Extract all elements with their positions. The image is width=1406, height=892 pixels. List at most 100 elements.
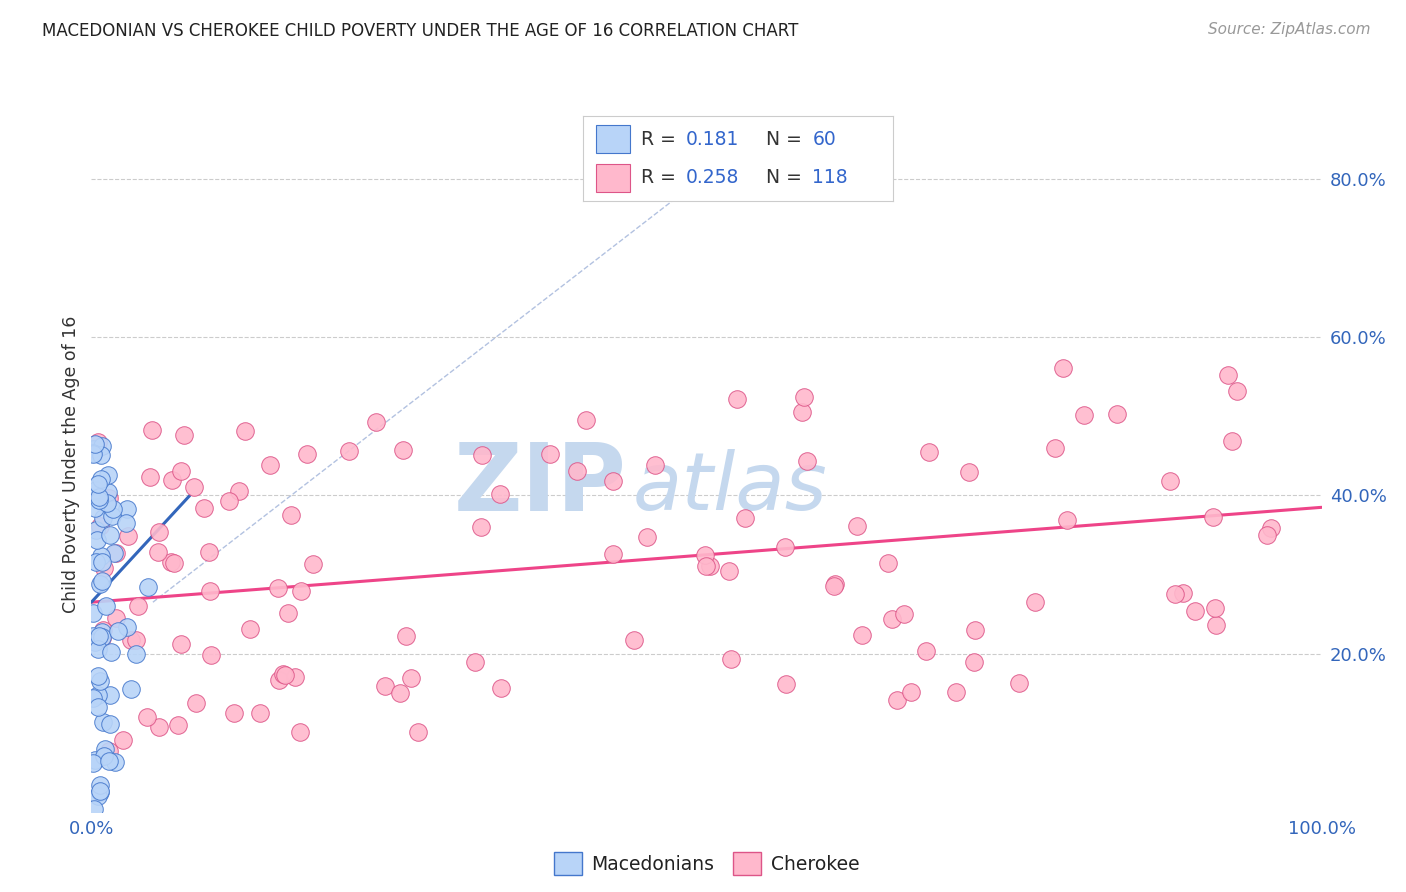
Point (470, 448, 492, 462)
Text: 60: 60 (813, 129, 837, 149)
Text: R =: R = (641, 168, 682, 187)
Point (720, 652, 742, 666)
Point (882, 611, 904, 625)
Point (96, 599, 118, 614)
Point (284, 670, 307, 684)
Point (87, 642, 110, 657)
Point (98, 755, 121, 769)
Point (160, 473, 183, 487)
Point (98, 717, 121, 731)
FancyBboxPatch shape (596, 164, 630, 192)
Point (103, 545, 125, 559)
Point (105, 611, 128, 625)
Point (125, 632, 148, 647)
Point (388, 685, 411, 699)
Point (104, 546, 127, 560)
Point (918, 445, 941, 459)
Point (269, 673, 291, 687)
Point (98, 688, 121, 702)
Point (699, 559, 721, 574)
Point (464, 656, 486, 670)
Point (148, 525, 170, 540)
Point (900, 685, 922, 699)
Text: ZIP: ZIP (454, 439, 627, 531)
Point (87, 688, 110, 702)
Point (734, 510, 756, 524)
Point (115, 620, 138, 634)
Point (1226, 384, 1249, 398)
Point (1073, 408, 1095, 422)
Point (90, 625, 112, 640)
Point (84, 753, 107, 767)
Point (1184, 604, 1206, 618)
Y-axis label: Child Poverty Under the Age of 16: Child Poverty Under the Age of 16 (62, 315, 80, 613)
Point (170, 636, 193, 650)
Point (86, 523, 108, 537)
Point (337, 443, 360, 458)
Point (274, 667, 297, 681)
Point (93, 623, 115, 637)
Point (89, 779, 111, 793)
Point (148, 720, 170, 734)
Point (83, 607, 105, 621)
Point (146, 545, 169, 559)
Point (107, 624, 129, 639)
Point (93, 748, 115, 763)
Point (222, 706, 245, 720)
Point (166, 717, 188, 731)
Point (82, 690, 104, 705)
Point (82, 756, 104, 770)
Point (963, 656, 986, 670)
Point (718, 564, 741, 578)
Point (297, 447, 319, 461)
Point (90, 438, 112, 452)
FancyBboxPatch shape (596, 125, 630, 153)
Point (725, 392, 748, 406)
Point (84, 437, 107, 451)
Point (1052, 361, 1074, 376)
Legend: Macedonians, Cherokee: Macedonians, Cherokee (547, 845, 866, 882)
Point (101, 509, 124, 524)
Point (290, 725, 312, 739)
Point (602, 474, 624, 488)
Point (96, 496, 118, 510)
Point (91, 555, 114, 569)
Text: 118: 118 (813, 168, 848, 187)
Point (89, 491, 111, 505)
Point (200, 648, 222, 663)
Text: 0.258: 0.258 (686, 168, 740, 187)
Point (277, 606, 299, 620)
Point (1220, 434, 1243, 448)
Point (636, 530, 658, 544)
Point (87, 699, 110, 714)
Point (228, 483, 250, 498)
Text: N =: N = (766, 129, 808, 149)
Point (100, 645, 122, 659)
Point (1159, 474, 1181, 488)
Point (94, 742, 117, 756)
Point (97, 491, 120, 505)
Text: N =: N = (766, 168, 808, 187)
Point (945, 685, 967, 699)
Point (963, 624, 986, 638)
Point (575, 413, 598, 427)
Point (1202, 510, 1225, 524)
Point (173, 428, 195, 442)
Text: R =: R = (641, 129, 682, 149)
Point (193, 501, 215, 516)
Point (915, 644, 938, 658)
Point (97, 467, 120, 482)
Point (1260, 521, 1282, 535)
Point (235, 424, 257, 438)
Point (1164, 587, 1187, 601)
Text: Source: ZipAtlas.com: Source: ZipAtlas.com (1208, 22, 1371, 37)
Point (886, 692, 908, 706)
Point (136, 580, 159, 594)
Point (120, 632, 142, 647)
Point (89, 784, 111, 798)
Point (89, 493, 111, 508)
Point (82, 446, 104, 460)
Point (89, 783, 111, 797)
Point (695, 548, 717, 562)
Point (86, 476, 108, 491)
